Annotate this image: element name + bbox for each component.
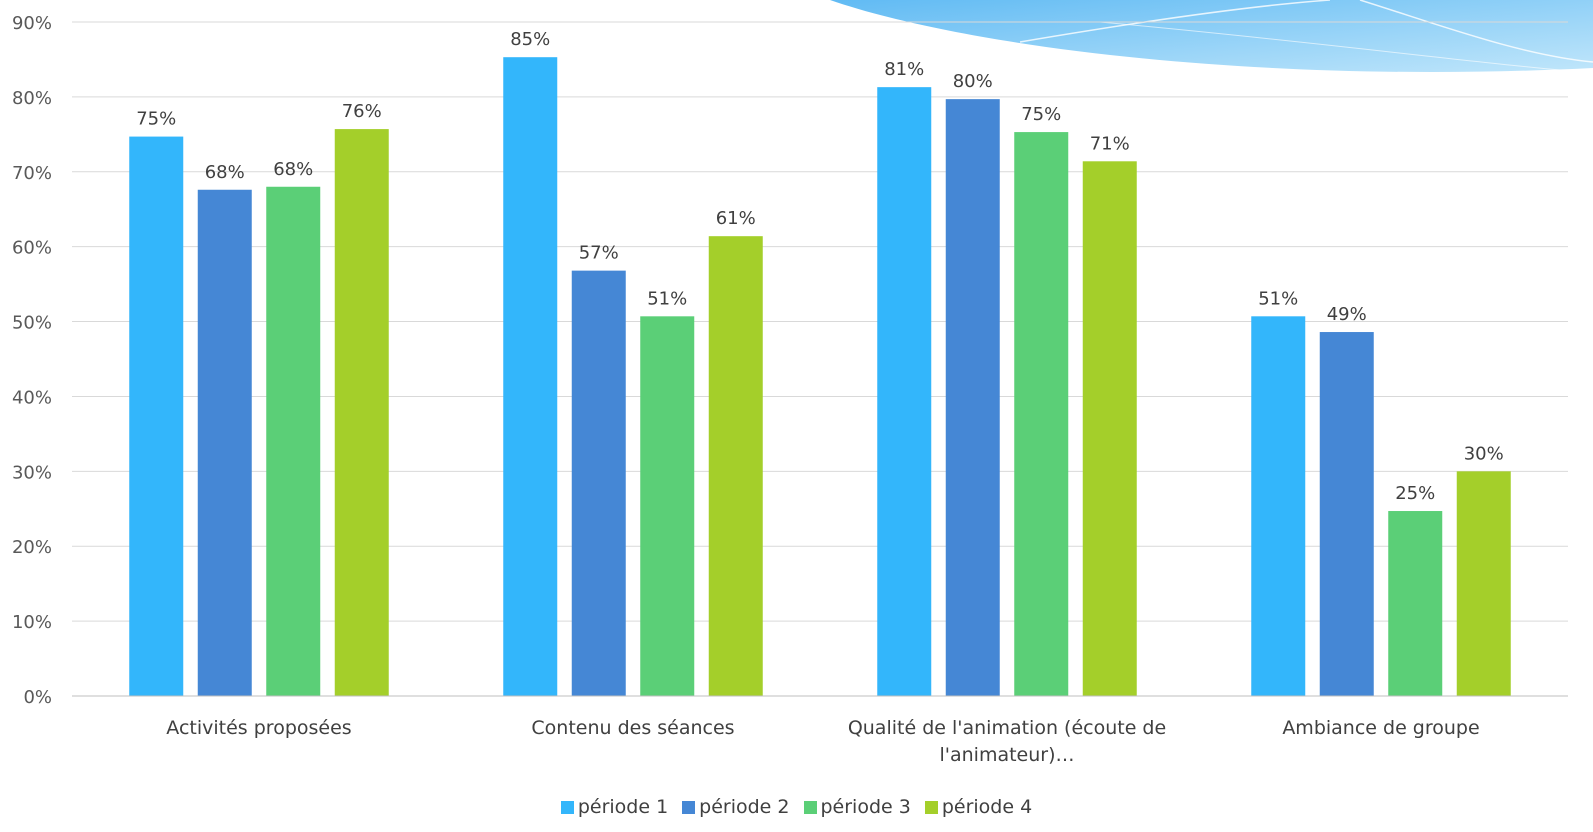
data-label: 68%	[273, 159, 313, 180]
y-tick-label: 10%	[12, 612, 52, 633]
y-tick-label: 60%	[12, 238, 52, 259]
y-tick-label: 90%	[12, 13, 52, 34]
bar	[945, 99, 1000, 696]
bar	[334, 129, 389, 696]
data-label: 51%	[647, 288, 687, 309]
bar	[1082, 161, 1137, 696]
data-label: 68%	[205, 162, 245, 183]
y-tick-label: 30%	[12, 462, 52, 483]
bar	[1251, 316, 1306, 696]
legend-item: période 2	[682, 796, 790, 818]
gridlines	[72, 21, 1568, 697]
x-tick-label: l'animateur)…	[939, 744, 1074, 766]
decorative-wave-shape	[830, 0, 1593, 72]
legend-swatch	[560, 800, 574, 814]
data-label: 49%	[1327, 304, 1367, 325]
legend-swatch	[682, 800, 696, 814]
y-tick-label: 0%	[23, 687, 52, 708]
x-axis: Activités proposées Contenu des séances Qu…	[72, 695, 1568, 766]
bar	[503, 57, 558, 697]
y-tick-label: 70%	[12, 163, 52, 184]
bars	[129, 57, 1511, 697]
bar	[1456, 471, 1511, 696]
bar	[129, 136, 184, 696]
data-label: 71%	[1090, 133, 1130, 154]
data-label: 75%	[136, 109, 176, 130]
legend-swatch	[924, 800, 938, 814]
data-label: 76%	[342, 101, 382, 122]
data-label: 25%	[1395, 483, 1435, 504]
bar	[197, 189, 252, 697]
legend-swatch	[803, 800, 817, 814]
legend-label: période 3	[820, 796, 911, 818]
y-tick-label: 80%	[12, 88, 52, 109]
data-label: 80%	[953, 71, 993, 92]
x-tick-label: Ambiance de groupe	[1282, 717, 1479, 739]
legend-item: période 3	[803, 796, 911, 818]
data-label: 75%	[1021, 104, 1061, 125]
bar	[266, 186, 321, 696]
x-tick-label: Qualité de l'animation (écoute de	[848, 717, 1166, 739]
x-tick-label: Activités proposées	[166, 717, 351, 739]
bar	[708, 236, 763, 696]
data-labels: 75% 68% 68% 76% 85% 57% 51% 61% 81% 80% 75% 71% 51% 4…	[136, 29, 1504, 504]
bar	[877, 87, 932, 697]
y-tick-label: 50%	[12, 313, 52, 334]
bar	[1014, 132, 1069, 696]
y-axis: 0% 10% 20% 30% 40% 50% 60% 70% 80% 90%	[12, 13, 52, 708]
legend-label: période 4	[941, 796, 1033, 818]
data-label: 61%	[716, 208, 756, 229]
legend: période 1 période 2 période 3 période 4	[0, 796, 1593, 818]
data-label: 57%	[579, 243, 619, 264]
x-tick-label: Contenu des séances	[531, 717, 734, 739]
legend-item: période 4	[924, 796, 1033, 818]
bar	[571, 270, 626, 696]
bar	[1319, 332, 1374, 696]
bar	[1388, 511, 1443, 696]
bar	[640, 316, 695, 696]
y-tick-label: 40%	[12, 387, 52, 408]
data-label: 51%	[1258, 288, 1298, 309]
legend-label: période 2	[699, 796, 790, 818]
data-label: 30%	[1464, 443, 1504, 464]
legend-item: période 1	[560, 796, 669, 818]
data-label: 81%	[884, 59, 924, 80]
legend-label: période 1	[577, 796, 669, 818]
y-tick-label: 20%	[12, 537, 52, 558]
data-label: 85%	[510, 29, 550, 50]
